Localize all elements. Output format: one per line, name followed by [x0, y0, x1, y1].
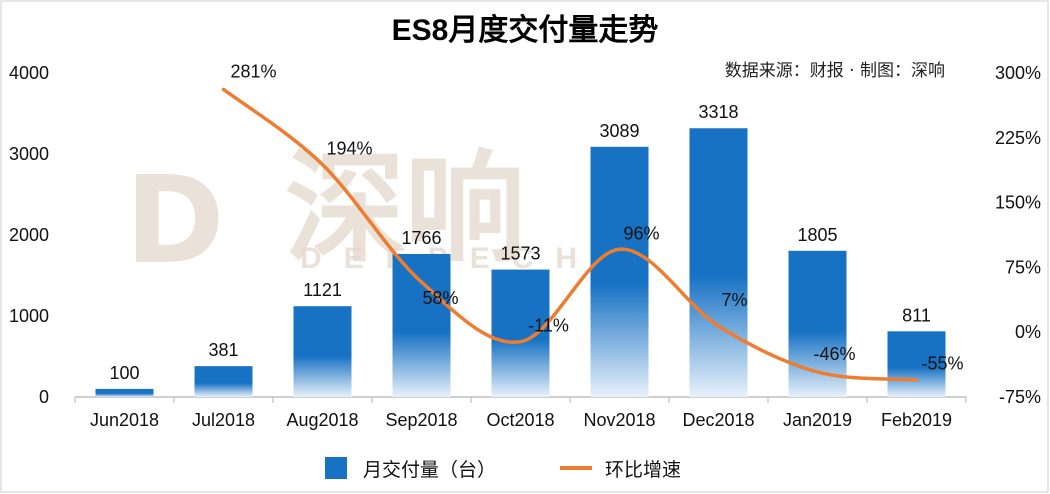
growth-value-label: 194%	[326, 139, 372, 159]
bar-value-label: 100	[109, 363, 139, 383]
bar-labels: 100 381 1121 1766 1573 3089 3318 1805 811	[109, 102, 930, 383]
bar-series	[95, 128, 946, 397]
y-left-axis: 0 1000 2000 3000 4000	[9, 63, 49, 407]
bar	[95, 388, 154, 397]
y-left-tick-label: 3000	[9, 144, 49, 164]
bar	[491, 269, 550, 397]
growth-value-label: 58%	[422, 288, 458, 308]
watermark-logo: D	[125, 152, 225, 291]
x-tick-label: Jul2018	[192, 410, 255, 430]
bar	[689, 128, 748, 397]
x-axis: Jun2018 Jul2018 Aug2018 Sep2018 Oct2018 Nov20…	[74, 397, 967, 430]
bar-value-label: 1766	[401, 228, 441, 248]
legend-bar-swatch	[325, 457, 347, 479]
y-left-tick-label: 4000	[9, 63, 49, 83]
growth-value-label: 7%	[721, 290, 747, 310]
x-tick-label: Nov2018	[583, 410, 655, 430]
growth-value-label: 96%	[623, 223, 659, 243]
bar-value-label: 1805	[797, 225, 837, 245]
bar	[293, 306, 352, 397]
growth-value-label: 281%	[230, 61, 276, 81]
x-tick-label: Sep2018	[385, 410, 457, 430]
legend: 月交付量（台） 环比增速	[325, 457, 681, 481]
x-tick-label: Jun2018	[90, 410, 159, 430]
y-right-tick-label: 225%	[995, 128, 1041, 148]
y-right-tick-label: 300%	[995, 63, 1041, 83]
y-left-tick-label: 1000	[9, 306, 49, 326]
growth-line	[221, 87, 919, 382]
y-right-tick-label: 150%	[995, 193, 1041, 213]
watermark-text-en: DEEPECHO	[300, 242, 644, 275]
y-left-tick-label: 2000	[9, 225, 49, 245]
x-tick-label: Jan2019	[783, 410, 852, 430]
bar	[887, 331, 946, 397]
bar-value-label: 1121	[303, 280, 342, 300]
legend-line-label: 环比增速	[605, 459, 681, 481]
bar-value-label: 1573	[500, 244, 540, 264]
source-note: 数据来源：财报 · 制图：深响	[725, 61, 945, 81]
bar-value-label: 811	[902, 305, 931, 325]
y-left-tick-label: 0	[39, 387, 49, 407]
bar-value-label: 3318	[698, 102, 738, 122]
bar	[590, 146, 649, 397]
y-right-tick-label: -75%	[999, 387, 1041, 407]
y-right-axis: -75% 0% 75% 150% 225% 300%	[995, 63, 1041, 407]
growth-value-label: -11%	[528, 316, 569, 336]
chart-title: ES8月度交付量走势	[392, 13, 659, 47]
x-tick-label: Oct2018	[486, 410, 554, 430]
growth-value-label: -46%	[813, 344, 855, 364]
bar-value-label: 3089	[599, 121, 639, 141]
bar-value-label: 381	[208, 340, 238, 360]
bar	[194, 366, 253, 397]
y-right-tick-label: 75%	[1005, 257, 1041, 277]
legend-bar-label: 月交付量（台）	[363, 459, 496, 481]
growth-value-label: -55%	[921, 354, 963, 374]
watermark: D 深响 DEEPECHO	[125, 140, 644, 291]
bar	[392, 253, 451, 397]
growth-labels: 281% 194% 58% -11% 96% 7% -46% -55%	[230, 61, 963, 373]
x-tick-label: Feb2019	[881, 410, 952, 430]
y-right-tick-label: 0%	[1015, 322, 1041, 342]
x-tick-label: Aug2018	[286, 410, 358, 430]
x-tick-label: Dec2018	[682, 410, 754, 430]
